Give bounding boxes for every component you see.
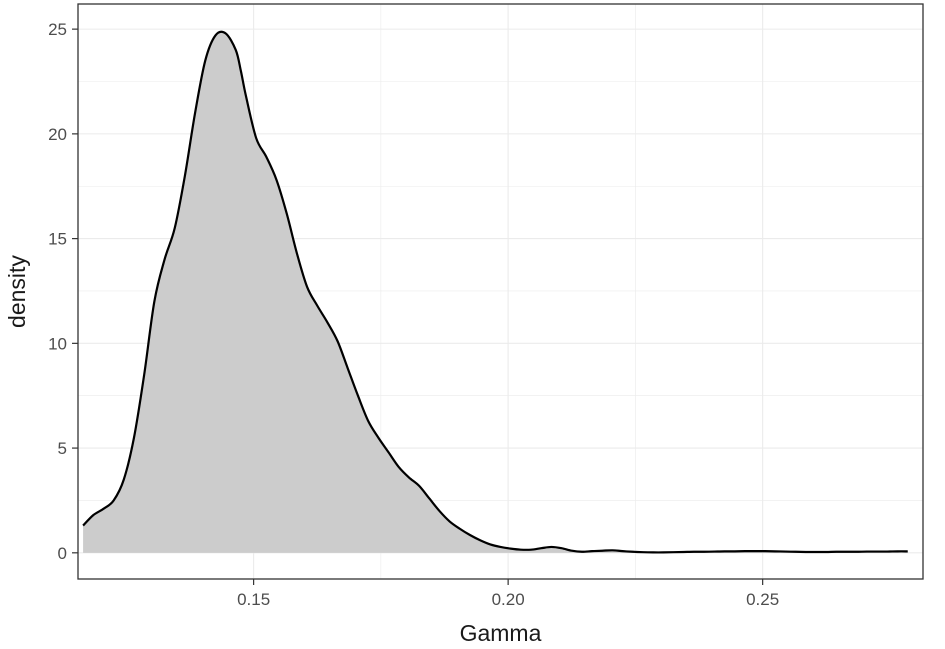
density-area bbox=[83, 31, 908, 553]
y-axis: 0 5 10 15 20 25 bbox=[48, 20, 78, 563]
y-tick-label: 25 bbox=[48, 20, 67, 39]
x-tick-label: 0.20 bbox=[492, 590, 525, 609]
x-tick-label: 0.15 bbox=[237, 590, 270, 609]
x-axis: 0.15 0.20 0.25 bbox=[237, 579, 779, 609]
y-tick-label: 20 bbox=[48, 125, 67, 144]
y-axis-title: density bbox=[4, 255, 30, 328]
x-axis-title: Gamma bbox=[460, 620, 542, 646]
plot-panel-border bbox=[77, 3, 924, 580]
y-tick-label: 10 bbox=[48, 334, 67, 353]
y-tick-label: 15 bbox=[48, 230, 67, 249]
y-tick-label: 5 bbox=[58, 439, 67, 458]
y-tick-label: 0 bbox=[58, 544, 67, 563]
density-curve bbox=[82, 30, 908, 554]
x-tick-label: 0.25 bbox=[746, 590, 779, 609]
